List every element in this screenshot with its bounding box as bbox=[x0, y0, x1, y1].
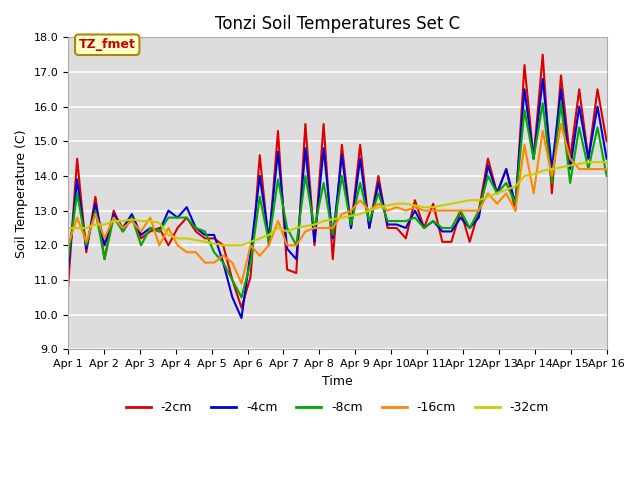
Y-axis label: Soil Temperature (C): Soil Temperature (C) bbox=[15, 129, 28, 258]
Legend: -2cm, -4cm, -8cm, -16cm, -32cm: -2cm, -4cm, -8cm, -16cm, -32cm bbox=[120, 396, 554, 419]
Text: TZ_fmet: TZ_fmet bbox=[79, 38, 136, 51]
Title: Tonzi Soil Temperatures Set C: Tonzi Soil Temperatures Set C bbox=[215, 15, 460, 33]
X-axis label: Time: Time bbox=[322, 374, 353, 387]
